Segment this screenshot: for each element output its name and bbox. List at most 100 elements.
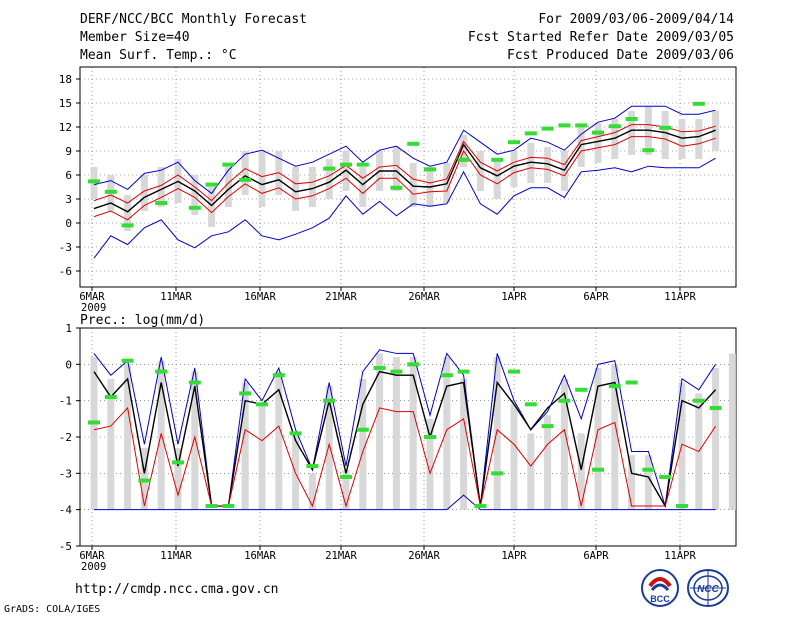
ensemble-box: [544, 147, 552, 183]
observed-marker: [188, 380, 201, 385]
ensemble-box: [712, 367, 720, 510]
observed-marker: [323, 166, 336, 171]
variable-label: Mean Surf. Temp.: °C: [80, 48, 237, 63]
ensemble-box: [191, 371, 199, 510]
observed-marker: [474, 504, 487, 509]
observed-marker: [457, 369, 470, 374]
forecast-period: For 2009/03/06-2009/04/14: [538, 12, 734, 27]
ensemble-box: [678, 119, 686, 159]
x-tick-label: 11MAR: [160, 550, 192, 562]
x-tick-label: 21MAR: [325, 550, 357, 562]
x-tick-label: 26MAR: [408, 291, 440, 303]
ensemble-box: [292, 433, 300, 510]
observed-marker: [676, 504, 688, 509]
ensemble-box: [728, 353, 736, 510]
x-tick-label: 16MAR: [244, 291, 276, 303]
ensemble-box: [258, 151, 266, 207]
observed-marker: [541, 126, 554, 131]
observed-marker: [88, 420, 100, 425]
observed-marker: [155, 369, 168, 374]
ensemble-box: [661, 111, 669, 159]
ensemble-box: [443, 357, 451, 510]
observed-marker: [323, 398, 336, 403]
x-tick-label: 6APR: [583, 550, 609, 562]
ensemble-box: [359, 378, 367, 510]
x-tick-label: 11MAR: [160, 291, 192, 303]
observed-marker: [491, 157, 504, 162]
observed-marker: [659, 474, 672, 479]
observed-marker: [289, 431, 302, 436]
x-tick-label: 11APR: [664, 550, 696, 562]
ensemble-box: [292, 167, 300, 211]
ensemble-box: [392, 357, 400, 510]
y-tick-label: -3: [59, 241, 72, 254]
x-tick-label: 21MAR: [325, 291, 357, 303]
source-url[interactable]: http://cmdp.ncc.cma.gov.cn: [75, 582, 279, 597]
x-tick-label: 16MAR: [244, 550, 276, 562]
observed-marker: [373, 365, 386, 370]
observed-marker: [356, 162, 369, 167]
member-size-label: Member Size=40: [80, 30, 190, 45]
y-tick-label: 15: [59, 97, 72, 110]
series-line-lower: [93, 136, 716, 221]
observed-marker: [407, 362, 420, 367]
series-line-mean: [93, 129, 716, 213]
observed-marker: [306, 464, 319, 469]
y-tick-label: -2: [59, 431, 72, 444]
observed-marker: [188, 205, 201, 210]
series-line-max: [93, 349, 717, 507]
observed-marker: [575, 123, 588, 128]
observed-marker: [659, 125, 672, 130]
observed-marker: [524, 131, 537, 136]
ensemble-box: [460, 378, 468, 510]
ensemble-box: [577, 433, 585, 510]
ensemble-box: [527, 433, 535, 510]
ensemble-box: [157, 167, 165, 207]
observed-marker: [424, 167, 436, 172]
ensemble-box: [308, 167, 316, 207]
observed-marker: [138, 478, 151, 483]
ensemble-box: [392, 147, 400, 191]
observed-marker: [558, 398, 571, 403]
ensemble-box: [628, 455, 636, 510]
temperature-panel: -6 -3 0 3 6 9 12 15 18 6MAR 11MAR 16MAR 21MAR 26MAR 1A…: [59, 66, 737, 314]
ensemble-box: [409, 357, 417, 510]
observed-marker: [356, 427, 369, 432]
y-tick-label: 0: [65, 358, 72, 371]
observed-marker: [440, 373, 453, 378]
y-tick-label: -1: [59, 395, 72, 408]
observed-marker: [172, 460, 184, 465]
bcc-logo-text: BCC: [650, 594, 670, 604]
observed-marker: [205, 504, 218, 509]
observed-marker: [104, 395, 117, 400]
observed-marker: [104, 189, 117, 194]
ncc-logo-text: NCC: [697, 584, 719, 595]
precip-title: Prec.: log(mm/d): [80, 313, 205, 328]
bcc-logo: BCC: [641, 569, 679, 607]
observed-marker: [642, 467, 655, 472]
ensemble-box: [124, 195, 132, 231]
observed-marker: [592, 130, 604, 135]
ensemble-box: [577, 127, 585, 167]
observed-marker: [424, 435, 436, 439]
ensemble-box: [325, 386, 333, 510]
observed-marker: [558, 123, 571, 128]
ensemble-box: [493, 357, 501, 510]
y-tick-label: 3: [65, 193, 72, 206]
series-line-max: [93, 105, 716, 195]
x-year-label: 2009: [81, 302, 106, 314]
y-tick-label: 6: [65, 169, 72, 182]
observed-marker: [239, 177, 252, 182]
observed-marker: [575, 387, 588, 392]
ensemble-box: [409, 163, 417, 207]
observed-marker: [272, 373, 285, 378]
ensemble-box: [224, 167, 232, 207]
ensemble-box: [191, 175, 199, 215]
y-tick-label: 9: [65, 145, 72, 158]
observed-marker: [524, 402, 537, 407]
ensemble-box: [493, 159, 501, 199]
observed-marker: [390, 369, 403, 374]
observed-marker: [692, 101, 705, 106]
ensemble-box: [241, 151, 249, 195]
